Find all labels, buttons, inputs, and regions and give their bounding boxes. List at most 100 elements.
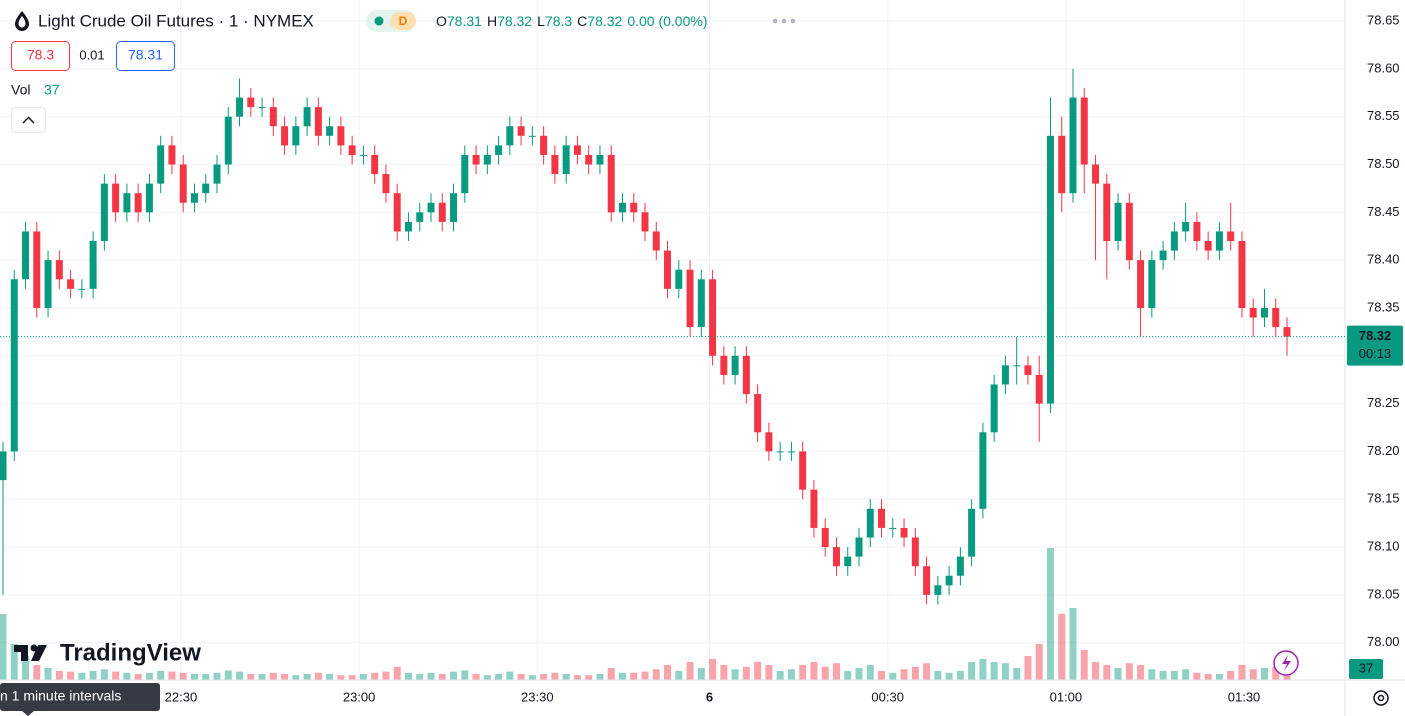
candle-body	[1035, 374, 1043, 404]
y-tick-label: 78.05	[1367, 586, 1400, 601]
status-dot	[374, 16, 384, 26]
candle-body	[573, 145, 581, 155]
volume-bar	[213, 672, 221, 680]
more-dot[interactable]	[790, 18, 796, 24]
candle-body	[1024, 365, 1032, 375]
candle-body	[382, 174, 390, 194]
y-tick-label: 78.25	[1367, 395, 1400, 410]
candle-body	[224, 116, 232, 165]
candle-body	[878, 508, 886, 528]
candle-body	[438, 202, 446, 222]
candle-body	[258, 107, 266, 109]
ask-box[interactable]	[116, 41, 175, 71]
volume-bar	[979, 659, 987, 680]
volume-bar	[1249, 669, 1257, 680]
candle-body	[686, 269, 694, 328]
y-tick-label: 78.45	[1367, 204, 1400, 219]
volume-bar	[450, 671, 458, 680]
candle-body	[123, 193, 131, 213]
symbol-title[interactable]: Light Crude Oil Futures · 1 · NYMEX	[38, 11, 314, 30]
candle-body	[78, 288, 86, 290]
volume-bar	[292, 675, 300, 680]
candle-body	[55, 260, 63, 280]
ohlc-key: C	[577, 13, 587, 29]
y-tick-label: 78.60	[1367, 60, 1400, 75]
volume-bar	[269, 672, 277, 680]
volume-bar	[1238, 665, 1246, 680]
collapse-button[interactable]	[11, 107, 46, 133]
volume-bar	[810, 662, 818, 680]
volume-bar	[157, 671, 165, 680]
volume-bar	[1182, 669, 1190, 680]
candle-body	[540, 135, 548, 155]
candle-body	[630, 202, 638, 213]
volume-bar	[78, 672, 86, 680]
volume-bar	[968, 662, 976, 680]
volume-bar	[461, 670, 469, 680]
volume-bar	[427, 672, 435, 680]
volume-bar	[495, 674, 503, 680]
volume-bar	[1148, 669, 1156, 680]
candle-body	[1182, 221, 1190, 232]
candle-body	[1249, 307, 1257, 318]
candle-body	[607, 154, 615, 213]
ask-price: 78.31	[128, 47, 163, 63]
candle-body	[754, 394, 762, 433]
candle-body	[483, 154, 491, 165]
x-tick-label: 01:00	[1050, 689, 1083, 704]
axes: 78.0078.0578.1078.1578.2078.2578.3078.35…	[0, 12, 1403, 704]
volume-bar	[1159, 671, 1167, 680]
candle-body	[1046, 135, 1054, 404]
volume-bar	[1137, 665, 1145, 680]
countdown: 00:13	[1359, 346, 1392, 361]
volume-bar	[1080, 650, 1088, 680]
ohlc-key: H	[487, 13, 497, 29]
candle-body	[416, 212, 424, 222]
volume-bar	[945, 672, 953, 680]
candle-body	[1069, 97, 1077, 194]
candle-body	[134, 193, 142, 213]
volume-bar	[878, 671, 886, 680]
volume-bar	[258, 674, 266, 680]
volume-bar	[123, 672, 131, 680]
volume-bar	[371, 672, 379, 680]
logo-text[interactable]: TradingView	[60, 639, 201, 666]
candle-body	[0, 451, 7, 481]
volume-bar	[281, 674, 289, 680]
vol-value: 37	[44, 82, 60, 98]
candle-body	[393, 193, 401, 232]
volume-bar	[889, 672, 897, 680]
volume-bar	[472, 674, 480, 680]
volume-bar	[348, 675, 356, 680]
volume-bar	[1092, 662, 1100, 680]
candle-body	[641, 212, 649, 232]
ohlc-value: 78.32	[497, 13, 532, 29]
volume-bar	[416, 674, 424, 680]
more-dot[interactable]	[781, 18, 787, 24]
candle-body	[956, 556, 964, 576]
candle-body	[337, 126, 345, 146]
candle-body	[787, 451, 795, 453]
candle-body	[799, 451, 807, 490]
volume-bar	[100, 669, 108, 680]
candle-body	[652, 231, 660, 251]
more-dot[interactable]	[772, 18, 778, 24]
candle-body	[213, 164, 221, 184]
candle-body	[945, 575, 953, 586]
vol-label: Vol	[11, 82, 30, 98]
candle-body	[112, 183, 120, 213]
candle-body	[1227, 231, 1235, 242]
bid-box[interactable]	[11, 41, 70, 71]
volume-bar	[438, 674, 446, 680]
volume-bar	[145, 672, 153, 680]
spread: 0.01	[79, 47, 104, 62]
volume-bar	[855, 668, 863, 680]
volume-bar	[89, 671, 97, 680]
volume-bar	[236, 671, 244, 680]
settings-icon[interactable]	[1373, 690, 1389, 706]
candle-body	[923, 566, 931, 595]
volume-bar	[573, 675, 581, 680]
candle-body	[202, 183, 210, 194]
candle-body	[157, 145, 165, 184]
